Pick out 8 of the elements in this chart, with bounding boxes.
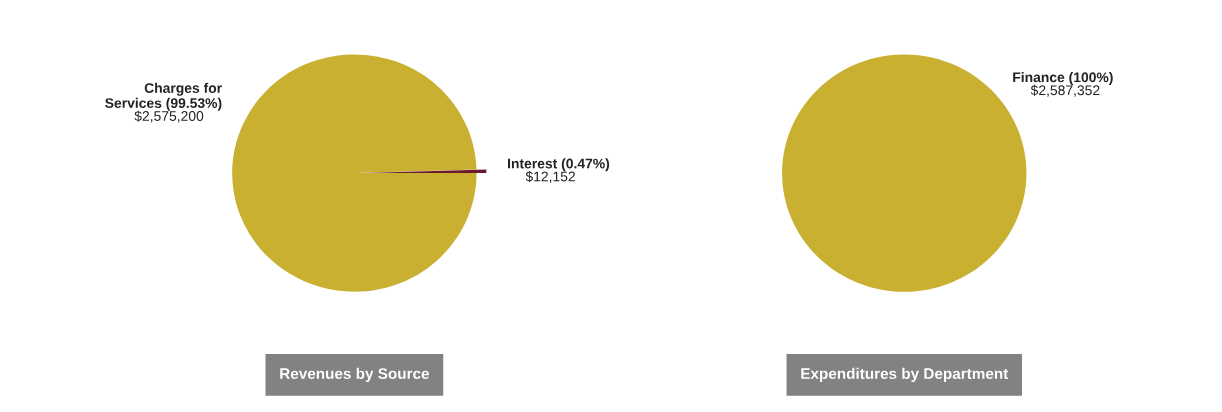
text: Expenditures by Department: [801, 367, 1009, 383]
text: Revenues by Source: [280, 367, 430, 383]
data-label: $2,575,200: [134, 110, 204, 123]
data-label: $2,587,352: [1030, 84, 1100, 97]
data-label: $12,152: [525, 170, 575, 184]
slice-label: Finance (100%): [1013, 72, 1113, 85]
slice-label: Charges for Services (99.53%): [105, 82, 222, 111]
slice-label: Interest (0.47%): [508, 158, 610, 172]
